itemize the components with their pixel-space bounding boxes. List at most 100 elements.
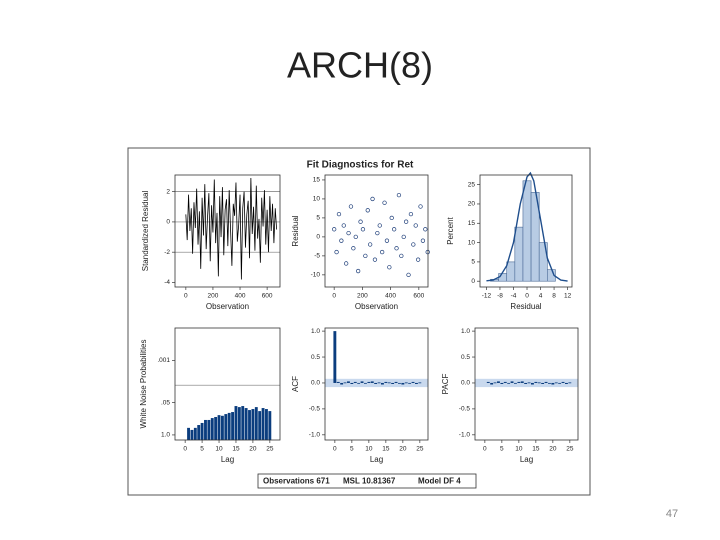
x-tick-label: 600 xyxy=(413,293,424,300)
bar xyxy=(418,382,422,384)
x-axis-label: Lag xyxy=(370,455,383,464)
residual-point xyxy=(339,238,344,243)
residual-point xyxy=(363,253,368,259)
bar xyxy=(333,331,337,383)
bar xyxy=(384,381,388,383)
x-tick-label: 20 xyxy=(549,446,557,453)
bar xyxy=(204,419,207,440)
residual-point xyxy=(344,261,349,266)
x-tick-label: 15 xyxy=(532,446,540,453)
y-tick-label: -2 xyxy=(164,249,170,256)
x-tick-label: 10 xyxy=(515,446,523,453)
bar xyxy=(548,382,551,384)
x-axis-label: Lag xyxy=(221,455,234,464)
residual-point xyxy=(370,196,375,202)
residual-point xyxy=(420,238,426,243)
bar xyxy=(258,411,262,440)
y-tick-label: 25 xyxy=(468,181,476,188)
bar xyxy=(353,381,357,383)
y-tick-label: 1.0 xyxy=(161,432,170,439)
y-tick-label: 1.0 xyxy=(311,328,320,335)
bar xyxy=(251,409,255,440)
residual-point xyxy=(353,234,358,240)
bar xyxy=(531,382,534,385)
figure-title: Fit Diagnostics for Ret xyxy=(307,160,414,171)
y-tick-label: 0.0 xyxy=(461,380,470,387)
y-axis-label: Percent xyxy=(446,216,455,244)
bar xyxy=(214,416,218,440)
footer-box xyxy=(257,473,477,489)
x-tick-label: 5 xyxy=(500,446,504,453)
bar xyxy=(524,382,528,384)
bar xyxy=(360,381,364,383)
bar xyxy=(414,382,418,384)
y-tick-label: 0.5 xyxy=(461,354,470,361)
y-axis-label: Residual xyxy=(291,215,300,246)
x-tick-label: 0 xyxy=(332,293,336,300)
bar xyxy=(537,382,541,384)
histogram-bar xyxy=(538,242,548,282)
residual-point xyxy=(365,208,370,213)
y-axis-label: White Noise Probabilities xyxy=(139,340,148,429)
bar xyxy=(497,381,500,383)
x-tick-label: 400 xyxy=(385,293,396,300)
residual-point xyxy=(379,249,385,255)
residual-point xyxy=(423,227,428,232)
y-tick-label: -0.5 xyxy=(459,406,471,413)
bar xyxy=(394,381,398,383)
bar xyxy=(520,381,524,383)
residual-point xyxy=(351,246,356,251)
bar xyxy=(210,418,214,440)
bar xyxy=(561,381,565,383)
bar xyxy=(510,381,514,383)
residual-point xyxy=(346,230,351,236)
y-tick-label: 15 xyxy=(468,220,476,227)
residual-point xyxy=(403,219,409,224)
x-tick-label: 20 xyxy=(249,446,257,453)
x-tick-label: 5 xyxy=(350,446,354,453)
bar xyxy=(381,382,384,385)
residual-point xyxy=(394,246,399,251)
bar xyxy=(374,382,378,384)
x-tick-label: 5 xyxy=(200,446,204,453)
residual-point xyxy=(334,249,339,255)
bar xyxy=(544,381,548,383)
x-tick-label: 10 xyxy=(365,446,373,453)
bar xyxy=(554,382,558,384)
residual-point xyxy=(348,204,354,209)
bar xyxy=(391,382,395,384)
plot-frame xyxy=(474,327,579,441)
footer-msl: MSL 10.81367 xyxy=(343,477,396,486)
x-axis-label: Observation xyxy=(206,302,249,311)
y-axis-label: ACF xyxy=(291,376,300,392)
y-tick-label: -0.5 xyxy=(309,406,321,413)
residual-point xyxy=(377,223,382,228)
bar xyxy=(408,382,412,384)
bar xyxy=(507,382,511,384)
bar xyxy=(254,407,258,440)
residual-point xyxy=(415,257,421,262)
x-tick-label: 25 xyxy=(566,446,574,453)
bar xyxy=(193,427,197,440)
x-tick-label: -8 xyxy=(497,293,503,300)
histogram-bar xyxy=(522,180,532,282)
x-tick-label: 200 xyxy=(208,293,219,300)
y-tick-label: 0 xyxy=(471,278,475,285)
y-tick-label: 0 xyxy=(166,219,170,226)
residual-point xyxy=(411,242,416,247)
y-tick-label: 10 xyxy=(468,239,476,246)
plot-frame xyxy=(324,327,429,441)
page-number: 47 xyxy=(666,508,678,520)
y-tick-label: -1.0 xyxy=(459,432,471,439)
residual-point xyxy=(396,192,402,198)
bar xyxy=(265,409,268,440)
bar xyxy=(558,382,562,384)
y-tick-label: 15 xyxy=(313,177,321,184)
y-tick-label: -10 xyxy=(311,272,321,279)
x-tick-label: 12 xyxy=(564,293,572,300)
bar xyxy=(500,382,504,384)
footer-model-df: Model DF 4 xyxy=(418,477,461,486)
residual-point xyxy=(384,238,390,243)
